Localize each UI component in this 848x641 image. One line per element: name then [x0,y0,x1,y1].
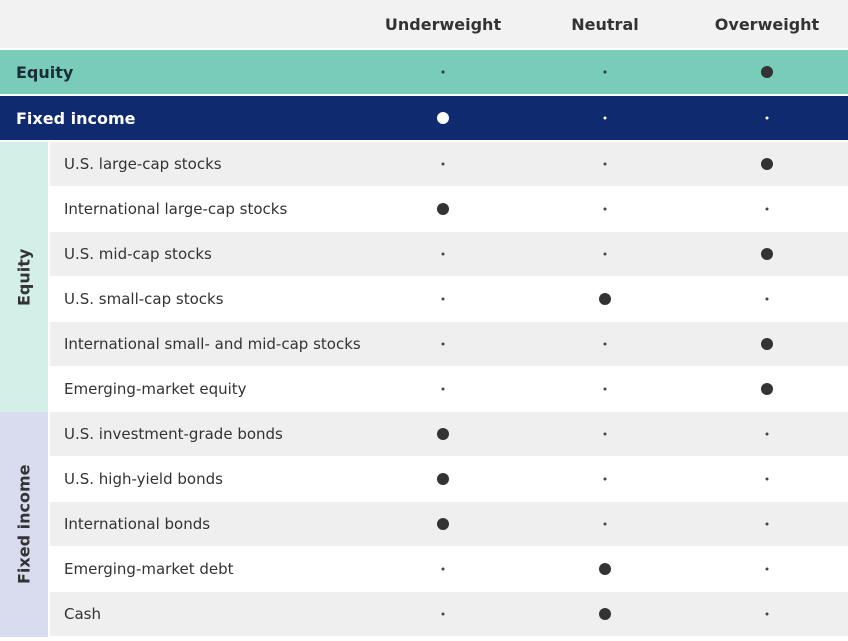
neutral-dot [765,432,769,436]
row-label: International small- and mid-cap stocks [64,335,361,353]
rating-dot [599,563,611,575]
table-row [50,412,848,456]
header-row [0,0,848,48]
neutral-dot [603,162,607,166]
neutral-dot [765,612,769,616]
row-label: Cash [64,605,101,623]
neutral-dot [603,387,607,391]
row-label: U.S. investment-grade bonds [64,425,283,443]
column-header: Underweight [384,14,502,34]
row-label: U.S. high-yield bonds [64,470,223,488]
neutral-dot [441,162,445,166]
table-row [50,502,848,546]
summary-label: Fixed income [16,108,136,128]
rating-dot [437,203,449,215]
row-label: U.S. large-cap stocks [64,155,222,173]
neutral-dot [441,70,445,74]
neutral-dot [441,612,445,616]
row-label: International large-cap stocks [64,200,288,218]
neutral-dot [441,342,445,346]
neutral-dot [765,297,769,301]
rating-dot [761,248,773,260]
neutral-dot [603,522,607,526]
table-row [50,277,848,321]
neutral-dot [603,207,607,211]
row-label: Emerging-market equity [64,380,247,398]
column-header: Overweight [714,14,820,34]
rating-dot [437,112,449,124]
neutral-dot [765,477,769,481]
rating-dot [599,608,611,620]
neutral-dot [765,567,769,571]
column-header: Neutral [571,14,639,34]
rating-dot [437,473,449,485]
table-row [50,322,848,366]
summary-row [0,50,848,94]
neutral-dot [603,432,607,436]
table-row [50,592,848,636]
summary-row [0,96,848,140]
neutral-dot [603,70,607,74]
neutral-dot [603,342,607,346]
neutral-dot [441,567,445,571]
row-label: Emerging-market debt [64,560,234,578]
row-label: U.S. small-cap stocks [64,290,224,308]
table-row [50,142,848,186]
rating-dot [761,158,773,170]
group-label: Equity [0,142,48,412]
neutral-dot [441,252,445,256]
rating-dot [437,428,449,440]
rating-dot [761,383,773,395]
neutral-dot [441,387,445,391]
rating-dot [761,338,773,350]
neutral-dot [603,477,607,481]
neutral-dot [765,522,769,526]
table-row [50,367,848,411]
row-label: U.S. mid-cap stocks [64,245,212,263]
table-row [50,457,848,501]
rating-dot [761,66,773,78]
neutral-dot [441,297,445,301]
neutral-dot [603,252,607,256]
table-row [50,232,848,276]
neutral-dot [765,207,769,211]
group-label: Fixed income [0,412,48,637]
table-row [50,187,848,231]
neutral-dot [765,116,769,120]
rating-dot [437,518,449,530]
table-row [50,547,848,591]
summary-label: Equity [16,62,74,82]
row-label: International bonds [64,515,211,533]
rating-dot [599,293,611,305]
neutral-dot [603,116,607,120]
